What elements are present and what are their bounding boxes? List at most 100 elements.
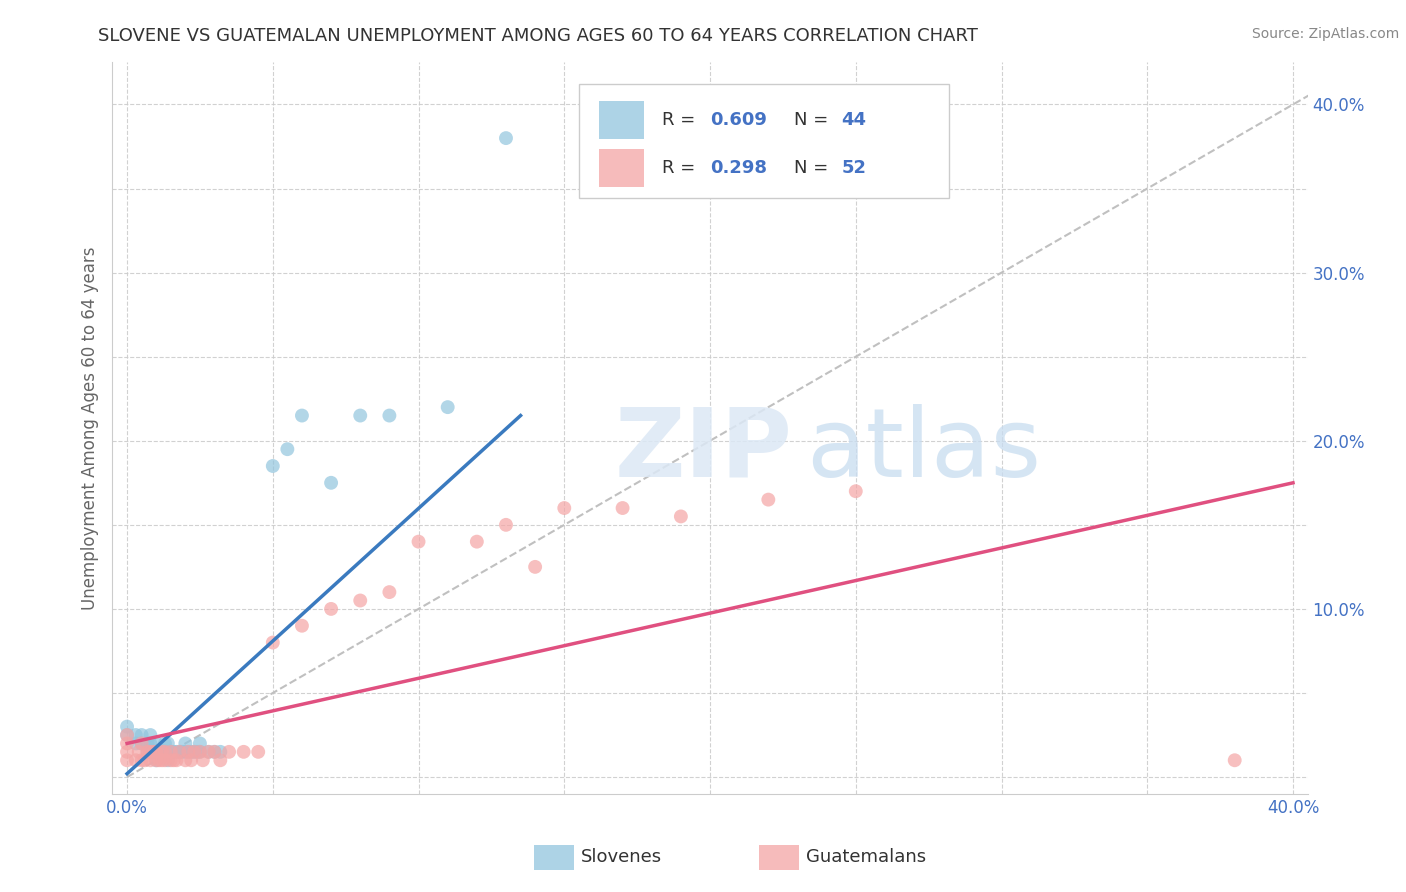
Text: 52: 52 xyxy=(842,159,866,177)
Point xyxy=(136,736,159,750)
Point xyxy=(378,409,401,423)
Point xyxy=(495,517,517,532)
Point xyxy=(291,409,314,423)
Point xyxy=(204,745,226,759)
Text: ZIP: ZIP xyxy=(614,403,793,497)
Point xyxy=(177,745,200,759)
Point xyxy=(153,745,176,759)
Point xyxy=(134,753,156,767)
Text: N =: N = xyxy=(794,159,834,177)
Y-axis label: Unemployment Among Ages 60 to 64 years: Unemployment Among Ages 60 to 64 years xyxy=(80,246,98,610)
Text: 44: 44 xyxy=(842,112,866,129)
Point xyxy=(125,728,148,742)
Point xyxy=(115,736,138,750)
Text: Guatemalans: Guatemalans xyxy=(806,848,925,866)
Point xyxy=(115,728,138,742)
Point xyxy=(169,745,191,759)
Point xyxy=(142,745,165,759)
Point xyxy=(186,745,208,759)
Point xyxy=(139,736,162,750)
FancyBboxPatch shape xyxy=(579,85,949,198)
Point xyxy=(204,745,226,759)
Point xyxy=(188,745,211,759)
Point xyxy=(131,753,153,767)
Text: 0.609: 0.609 xyxy=(710,112,766,129)
Point xyxy=(291,618,314,632)
Point xyxy=(142,745,165,759)
Text: SLOVENE VS GUATEMALAN UNEMPLOYMENT AMONG AGES 60 TO 64 YEARS CORRELATION CHART: SLOVENE VS GUATEMALAN UNEMPLOYMENT AMONG… xyxy=(98,27,979,45)
Point xyxy=(145,745,167,759)
Point xyxy=(378,585,401,599)
Point xyxy=(436,400,458,414)
Point xyxy=(174,745,197,759)
Point xyxy=(159,745,181,759)
Point xyxy=(145,736,167,750)
Point xyxy=(319,602,342,616)
Point xyxy=(159,745,181,759)
Point xyxy=(197,745,219,759)
Point xyxy=(125,753,148,767)
Point xyxy=(139,728,162,742)
Point xyxy=(115,753,138,767)
Point xyxy=(180,745,202,759)
Point xyxy=(153,736,176,750)
Point xyxy=(145,745,167,759)
Point xyxy=(172,745,194,759)
Point xyxy=(553,501,575,516)
Point xyxy=(131,728,153,742)
Point xyxy=(153,745,176,759)
Point xyxy=(156,736,179,750)
Point xyxy=(183,745,205,759)
Point xyxy=(188,736,211,750)
Text: Slovenes: Slovenes xyxy=(581,848,662,866)
Text: atlas: atlas xyxy=(806,403,1040,497)
Point xyxy=(145,753,167,767)
Point xyxy=(125,736,148,750)
Point xyxy=(115,728,138,742)
Point xyxy=(495,131,517,145)
Point xyxy=(159,753,181,767)
Point xyxy=(188,745,211,759)
Point xyxy=(349,409,371,423)
Point xyxy=(756,492,779,507)
Point xyxy=(174,753,197,767)
Point xyxy=(191,753,214,767)
Point xyxy=(136,745,159,759)
Text: R =: R = xyxy=(662,112,702,129)
Point xyxy=(262,635,284,649)
Point xyxy=(148,753,170,767)
Point xyxy=(128,745,150,759)
Point xyxy=(408,534,430,549)
Point xyxy=(349,593,371,607)
Point xyxy=(131,736,153,750)
Point xyxy=(669,509,692,524)
Point xyxy=(218,745,240,759)
Point xyxy=(139,745,162,759)
Point xyxy=(319,475,342,490)
Point xyxy=(136,745,159,759)
Point xyxy=(209,745,232,759)
Text: Source: ZipAtlas.com: Source: ZipAtlas.com xyxy=(1251,27,1399,41)
Point xyxy=(169,745,191,759)
Point xyxy=(183,745,205,759)
Point xyxy=(232,745,254,759)
Bar xyxy=(599,149,644,186)
Point xyxy=(131,736,153,750)
Point xyxy=(174,736,197,750)
Point xyxy=(166,745,188,759)
Point xyxy=(465,534,488,549)
Point xyxy=(262,458,284,473)
Point xyxy=(180,753,202,767)
Point xyxy=(197,745,219,759)
Text: 0.298: 0.298 xyxy=(710,159,768,177)
Point xyxy=(150,745,173,759)
Point xyxy=(163,745,186,759)
Point xyxy=(139,745,162,759)
Point xyxy=(150,745,173,759)
Point xyxy=(150,753,173,767)
Point xyxy=(177,745,200,759)
Point xyxy=(145,753,167,767)
Point xyxy=(845,484,868,499)
Point xyxy=(209,753,232,767)
Point xyxy=(276,442,298,457)
